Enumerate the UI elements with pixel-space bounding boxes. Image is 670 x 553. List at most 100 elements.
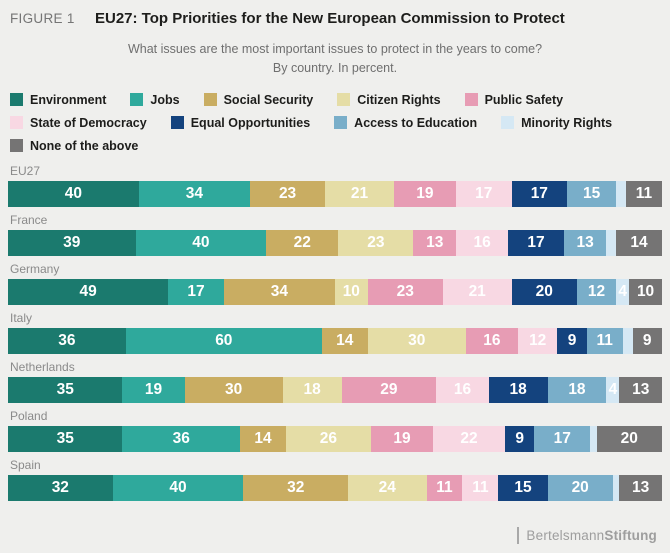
- bar-segment-access-to-education: 18: [547, 376, 607, 403]
- bar-segment-public-safety: 11: [426, 474, 463, 501]
- segment-value-label: 22: [293, 233, 311, 251]
- bar-segment-jobs: 40: [135, 229, 267, 256]
- segment-value-label: 20: [620, 429, 638, 447]
- bar-segment-public-safety: 16: [465, 327, 519, 354]
- segment-value-label: 20: [535, 282, 553, 300]
- bar-segment-none-of-the-above: 20: [596, 425, 662, 452]
- legend-swatch-social-security: [203, 93, 217, 107]
- legend-label: Citizen Rights: [357, 92, 441, 107]
- country-row-eu27: EU27 40 34 23 21 19 17 17 15 11: [8, 164, 662, 207]
- segment-value-label: 36: [58, 331, 76, 349]
- subtitle-line-2: By country. In percent.: [272, 61, 398, 76]
- bar-segment-citizen-rights: 21: [325, 180, 394, 207]
- stacked-bar: 39 40 22 23 13 16 17 13 14: [8, 229, 662, 256]
- country-label: Spain: [10, 457, 41, 472]
- country-row-netherlands: Netherlands 35 19 30 18 29 16 18 18 4 13: [8, 360, 662, 403]
- bar-segment-none-of-the-above: 13: [619, 376, 662, 403]
- bar-segment-minority-rights: 4: [606, 376, 620, 403]
- legend-item-citizen-rights: Citizen Rights: [337, 92, 441, 107]
- bar-segment-state-of-democracy: 17: [455, 180, 512, 207]
- bar-segment-state-of-democracy: 21: [442, 278, 512, 305]
- bar-segment-citizen-rights: 26: [285, 425, 371, 452]
- bar-segment-access-to-education: 11: [586, 327, 623, 354]
- segment-value-label: 23: [367, 233, 385, 251]
- country-label: Germany: [10, 261, 60, 276]
- segment-value-label: 34: [185, 184, 203, 202]
- bar-segment-environment: 32: [8, 474, 113, 501]
- bar-segment-equal-opportunities: 15: [498, 474, 548, 501]
- bar-segment-public-safety: 19: [393, 180, 456, 207]
- segment-value-label: 18: [303, 380, 321, 398]
- bar-segment-none-of-the-above: 13: [619, 474, 662, 501]
- legend-item-none-of-the-above: None of the above: [10, 139, 138, 153]
- bar-segment-access-to-education: 13: [563, 229, 607, 256]
- legend-item-minority-rights: Minority Rights: [501, 116, 612, 130]
- legend-swatch-environment: [10, 93, 23, 107]
- country-label: Italy: [10, 310, 33, 325]
- segment-value-label: 39: [63, 233, 81, 251]
- segment-value-label: 12: [587, 282, 606, 300]
- segment-value-label: 19: [416, 184, 434, 202]
- bar-segment-social-security: 34: [223, 278, 335, 305]
- segment-value-label: 36: [172, 429, 190, 447]
- legend-item-public-safety: Public Safety: [464, 93, 563, 107]
- segment-value-label: 14: [254, 429, 272, 447]
- segment-value-label: 19: [144, 380, 163, 398]
- legend-item-environment: Environment: [10, 93, 106, 107]
- legend-label: Minority Rights: [521, 115, 613, 130]
- segment-value-label: 13: [632, 380, 650, 398]
- segment-value-label: 32: [51, 478, 69, 496]
- bar-segment-environment: 35: [8, 425, 123, 452]
- segment-value-label: 23: [278, 184, 297, 202]
- legend-item-equal-opportunities: Equal Opportunities: [170, 116, 310, 130]
- country-label: Poland: [10, 408, 48, 423]
- subtitle-line-1: What issues are the most important issue…: [127, 42, 543, 56]
- bar-segment-jobs: 36: [122, 425, 241, 452]
- bar-segment-jobs: 19: [122, 376, 185, 403]
- segment-value-label: 13: [576, 233, 594, 251]
- segment-value-label: 29: [380, 380, 398, 398]
- bar-segment-access-to-education: 20: [547, 474, 613, 501]
- legend-label: Access to Education: [354, 115, 478, 130]
- segment-value-label: 35: [56, 380, 74, 398]
- segment-value-label: 11: [436, 478, 453, 496]
- country-label: France: [10, 212, 48, 227]
- bar-segment-access-to-education: 15: [567, 180, 617, 207]
- segment-value-label: 17: [530, 184, 548, 202]
- segment-value-label: 19: [393, 429, 411, 447]
- legend-item-access-to-education: Access to Education: [334, 116, 477, 130]
- bar-segment-citizen-rights: 10: [334, 278, 368, 305]
- segment-value-label: 14: [336, 331, 354, 349]
- bar-segment-access-to-education: 12: [576, 278, 617, 305]
- segment-value-label: 11: [596, 331, 613, 349]
- segment-value-label: 15: [583, 184, 601, 202]
- bar-segment-none-of-the-above: 14: [616, 229, 662, 256]
- segment-value-label: 23: [396, 282, 414, 300]
- segment-value-label: 26: [319, 429, 338, 447]
- segment-value-label: 40: [64, 184, 83, 202]
- segment-value-label: 17: [553, 429, 571, 447]
- legend-label: Jobs: [150, 92, 180, 107]
- bar-segment-minority-rights: [606, 229, 617, 256]
- legend-swatch-public-safety: [464, 93, 478, 107]
- stacked-bar: 35 19 30 18 29 16 18 18 4 13: [8, 376, 662, 403]
- segment-value-label: 4: [618, 282, 627, 300]
- legend-label: Environment: [30, 92, 107, 107]
- bar-segment-citizen-rights: 18: [282, 376, 342, 403]
- bar-segment-jobs: 60: [125, 327, 322, 354]
- bar-segment-none-of-the-above: 9: [632, 327, 662, 354]
- legend-swatch-state-of-democracy: [10, 116, 23, 130]
- segment-value-label: 21: [468, 282, 486, 300]
- segment-value-label: 40: [169, 478, 187, 496]
- segment-value-label: 22: [460, 429, 478, 447]
- segment-value-label: 24: [378, 478, 396, 496]
- segment-value-label: 17: [475, 184, 493, 202]
- bar-segment-jobs: 40: [112, 474, 244, 501]
- legend-label: Social Security: [223, 92, 314, 107]
- segment-value-label: 17: [187, 282, 205, 300]
- legend-swatch-citizen-rights: [337, 93, 351, 107]
- bar-segment-none-of-the-above: 11: [625, 180, 662, 207]
- country-row-france: France 39 40 22 23 13 16 17 13 14: [8, 213, 662, 256]
- legend-swatch-equal-opportunities: [170, 116, 184, 130]
- stacked-bar: 35 36 14 26 19 22 9 17 20: [8, 425, 662, 452]
